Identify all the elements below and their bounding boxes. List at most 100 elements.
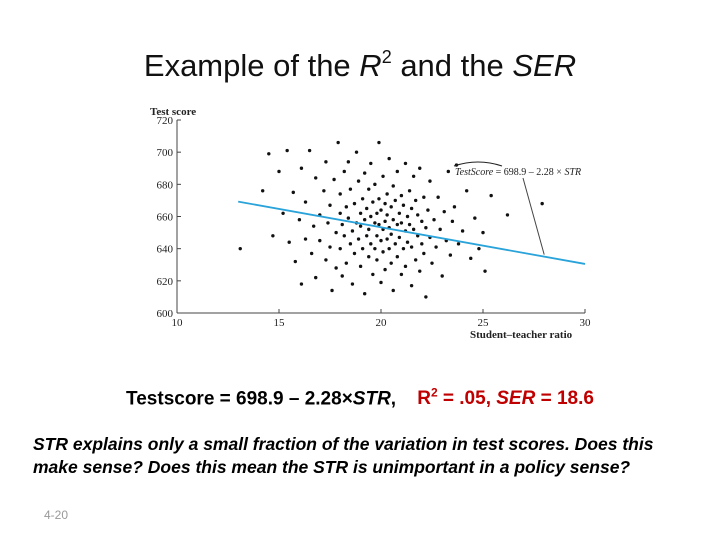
data-point [399,272,404,277]
data-point [324,160,328,164]
data-point [403,161,408,166]
data-point [399,193,404,198]
title-prefix: Example of the [143,48,360,83]
data-point [387,246,391,251]
r2-symbol: R [417,388,431,410]
data-point [426,208,430,212]
data-point [346,216,351,220]
data-point [334,266,338,270]
data-point [385,237,389,241]
data-point [340,222,344,227]
data-point [291,190,295,195]
regression-line [238,200,586,265]
data-point [314,176,318,180]
data-point [418,166,422,170]
data-point [311,224,316,228]
data-point [293,259,298,264]
data-point [381,250,385,254]
data-point [352,201,357,206]
data-point [422,251,426,256]
data-point [469,256,473,261]
caption-line-1: STR explains only a small fraction of th… [33,434,654,454]
data-point [352,251,357,256]
data-point [379,280,383,285]
data-point [354,150,359,154]
slide-title: Example of the R2 and the SER [0,46,720,84]
title-r-symbol: R [359,48,382,83]
data-point [342,169,346,174]
data-point [334,230,338,235]
data-points [238,140,544,299]
data-point [483,269,487,273]
data-point [460,229,465,233]
data-point [358,224,363,228]
annotation-equation: = 698.9 – 2.28 × [493,167,564,178]
data-point [328,203,332,207]
data-point [281,211,285,215]
x-tick-label: 30 [580,317,592,329]
data-point [322,189,326,193]
data-point [369,214,373,219]
data-point [413,198,418,203]
data-point [424,295,428,299]
x-tick-label: 10 [172,317,184,329]
data-point [375,211,379,215]
data-point [381,174,385,178]
data-point [420,219,424,224]
data-point [267,152,271,156]
data-point [383,201,387,206]
x-axis-label: Student–teacher ratio [470,329,573,341]
data-point [340,274,344,278]
data-point [348,242,353,246]
y-tick-label: 680 [157,179,174,191]
data-point [434,245,438,249]
equation-left: Testscore = 698.9 – 2.28× [126,388,353,410]
data-point [330,288,334,293]
data-point [401,203,406,207]
data-point [389,205,393,209]
data-point [271,234,275,238]
data-point [346,160,351,164]
data-point [377,140,381,145]
data-point [358,264,363,269]
data-point [314,275,318,280]
data-point [360,197,365,201]
slide-number: 4-20 [44,508,69,522]
title-middle: and the [391,48,513,83]
data-point [367,255,371,259]
data-point [277,169,281,174]
annotation-hat [453,161,503,167]
data-point [324,258,328,262]
annotation-testscore: TestScore [455,167,494,178]
y-tick-label: 720 [157,115,174,127]
data-point [297,218,302,222]
data-point [422,195,426,199]
data-point [365,234,369,238]
data-point [356,237,361,241]
data-point [428,179,432,183]
r-squared-value: R2 = .05, SER = 18.6 [417,386,594,410]
data-point [373,246,377,251]
regression-annotation: TestScore = 698.9 – 2.28 × STR [455,167,581,178]
data-point [411,174,416,178]
data-point [373,182,377,187]
data-point [397,211,402,215]
title-r-exponent: 2 [381,46,392,67]
data-point [409,206,414,211]
data-point [348,187,353,191]
data-point [416,213,420,217]
data-point [375,258,379,262]
data-point [448,253,453,257]
data-point [350,229,355,233]
regression-equation: Testscore = 698.9 – 2.28×STR, R2 = .05, … [0,386,720,410]
data-point [387,156,391,161]
data-point [407,189,412,193]
data-point [420,242,424,246]
data-point [418,269,422,273]
annotation-str: STR [564,167,581,178]
title-ser: SER [512,48,577,83]
data-point [442,209,446,214]
data-point [409,283,414,288]
data-point [299,282,304,286]
data-point [373,221,377,225]
